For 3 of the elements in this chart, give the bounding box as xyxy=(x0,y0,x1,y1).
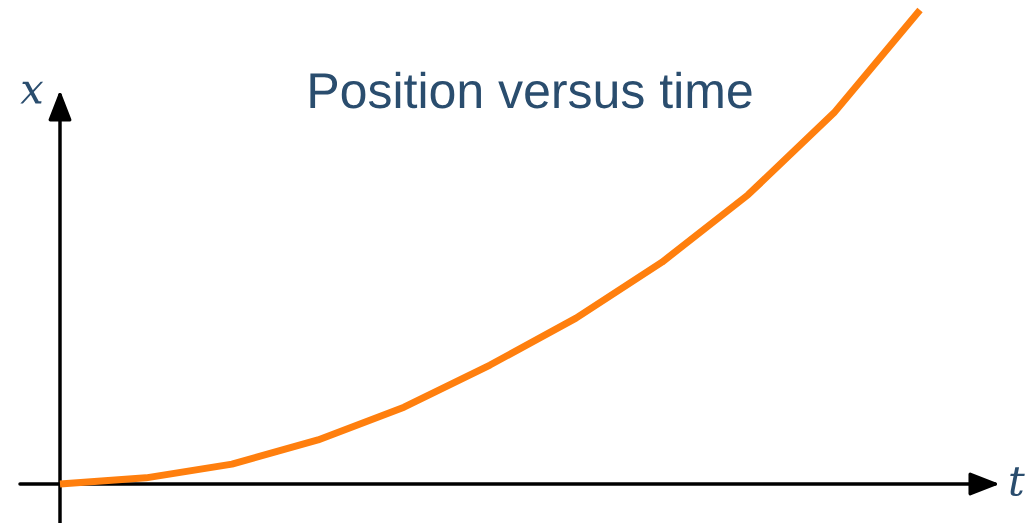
x-axis-title: t xyxy=(1010,467,1025,497)
text: Position versus time xyxy=(310,71,752,109)
y-axis-title: x xyxy=(20,81,44,104)
